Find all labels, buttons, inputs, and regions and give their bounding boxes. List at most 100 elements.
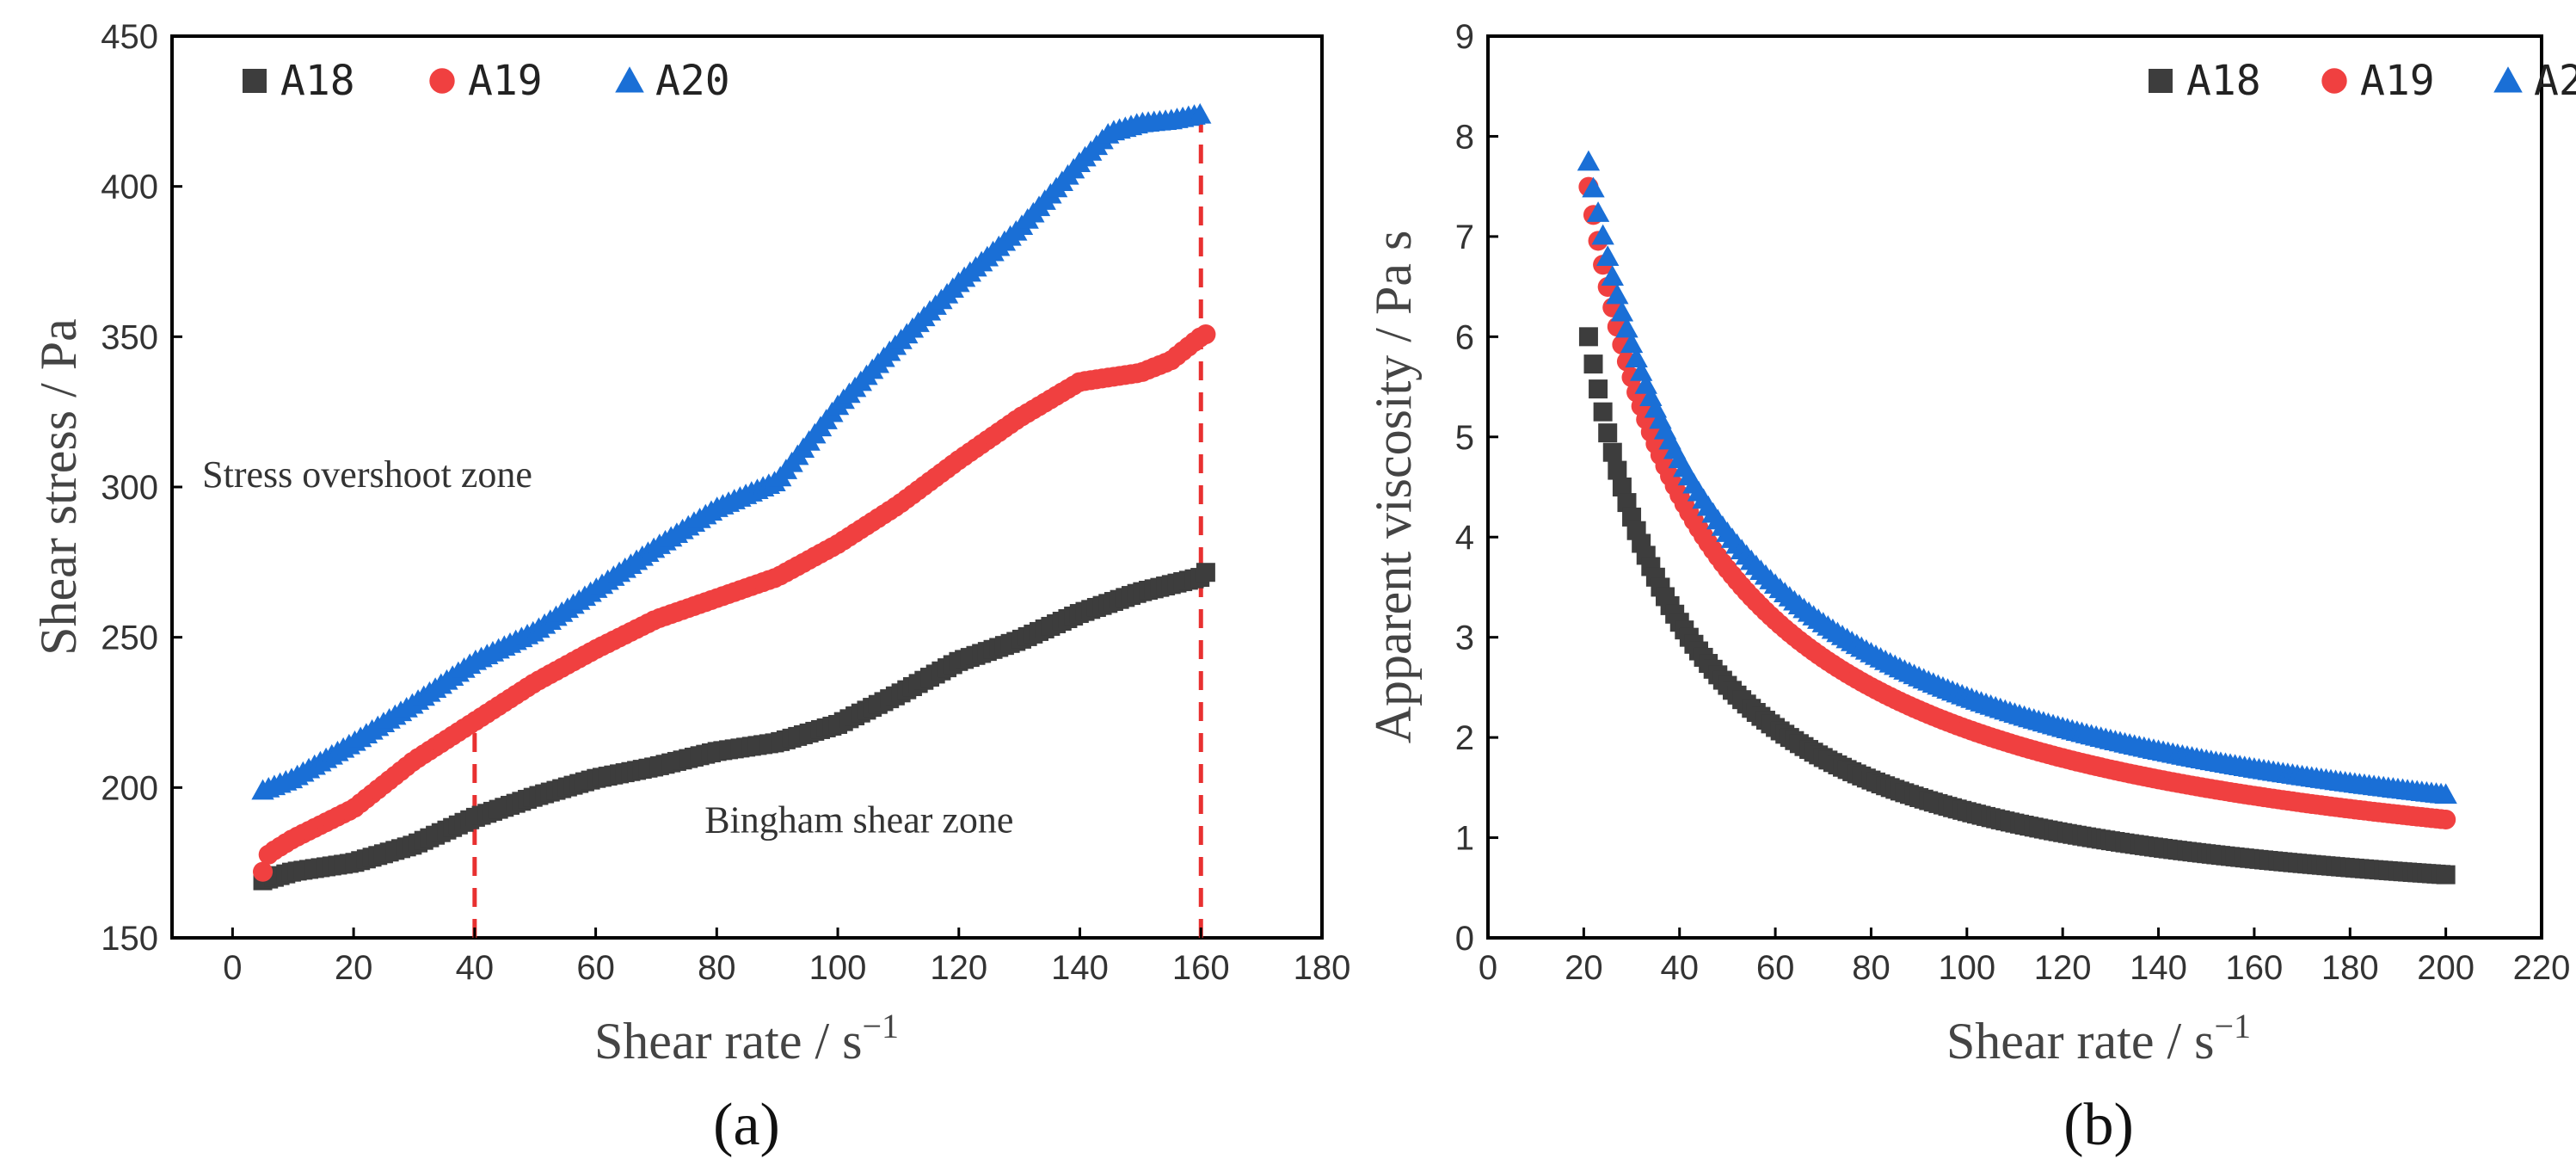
data-point-a18: [1617, 493, 1637, 513]
b-y-tick-label: 3: [1455, 619, 1474, 657]
x-axis-label-b: Shear rate / s−1: [1946, 1007, 2251, 1069]
data-point-a20: [1586, 201, 1610, 222]
a-y-tick-label: 400: [101, 169, 158, 206]
data-point-a20: [1610, 300, 1634, 322]
legend-marker-a18: [243, 69, 267, 93]
data-point-a18: [1608, 460, 1627, 480]
b-y-tick-label: 0: [1455, 920, 1474, 958]
b-y-tick-label: 6: [1455, 318, 1474, 356]
plot-marks-a: [251, 102, 1216, 938]
b-y-tick-label: 5: [1455, 419, 1474, 457]
a-x-tick-label: 160: [1172, 949, 1230, 987]
series-a18: [1578, 327, 2456, 885]
b-y-tick-label: 2: [1455, 719, 1474, 757]
legend-label-a18: A18: [2186, 57, 2261, 105]
legend-label-a19: A19: [468, 57, 543, 105]
a-x-tick-label: 180: [1294, 949, 1351, 987]
b-x-tick-label: 200: [2417, 949, 2475, 987]
plot-frame-b: [1486, 34, 2543, 940]
legend-marker-a19: [429, 68, 455, 94]
legend-marker-a19: [2321, 68, 2347, 94]
a-y-tick-label: 200: [101, 769, 158, 807]
b-x-tick-label: 140: [2130, 949, 2187, 987]
panel-label-a: (a): [713, 1092, 780, 1158]
a-x-tick-label: 100: [809, 949, 867, 987]
data-point-a20: [1577, 150, 1601, 171]
b-y-tick-label: 4: [1455, 519, 1474, 557]
legend-b: A18 A19 A20: [2149, 57, 2576, 105]
legend-label-a20: A20: [2534, 57, 2576, 105]
data-point-a20: [1582, 176, 1605, 198]
legend-label-a18: A18: [280, 57, 355, 105]
a-x-tick-label: 60: [576, 949, 615, 987]
data-point-a18: [1612, 478, 1632, 496]
a-x-tick-label: 40: [456, 949, 495, 987]
b-y-tick-label: 1: [1455, 820, 1474, 858]
a-y-tick-label: 450: [101, 18, 158, 56]
data-point-a19: [2436, 809, 2456, 830]
panel-label-b: (b): [2063, 1092, 2134, 1158]
legend-marker-a18: [2149, 69, 2173, 93]
legend-a: A18 A19 A20: [243, 57, 730, 105]
b-x-tick-label: 40: [1660, 949, 1699, 987]
data-point-a18: [1598, 423, 1618, 443]
legend-label-a19: A19: [2360, 57, 2435, 105]
data-point-a18: [1578, 327, 1598, 347]
data-point-a18: [1602, 442, 1622, 462]
b-x-tick-label: 160: [2226, 949, 2284, 987]
b-x-tick-label: 60: [1756, 949, 1795, 987]
data-point-a20: [1615, 317, 1638, 338]
y-axis-label-a: Shear stress / Pa: [30, 318, 87, 656]
legend-marker-a20: [615, 66, 644, 93]
b-x-tick-label: 100: [1938, 949, 1995, 987]
series-a18: [253, 563, 1215, 891]
a-y-tick-label: 350: [101, 318, 158, 356]
x-axis-label-a: Shear rate / s−1: [594, 1007, 899, 1069]
series-a19: [1578, 176, 2456, 830]
a-y-tick-label: 250: [101, 619, 158, 657]
a-y-tick-label: 150: [101, 920, 158, 958]
a-x-tick-label: 80: [698, 949, 736, 987]
b-x-tick-label: 120: [2034, 949, 2092, 987]
b-y-tick-label: 7: [1455, 219, 1474, 256]
plot-marks-b: [1577, 150, 2457, 885]
a-y-tick-label: 300: [101, 469, 158, 507]
a-x-tick-label: 0: [223, 949, 242, 987]
data-point-a19: [253, 861, 274, 882]
data-point-a20: [1620, 332, 1644, 354]
b-x-tick-label: 180: [2321, 949, 2379, 987]
a-x-tick-label: 140: [1051, 949, 1109, 987]
chart-panel-a: 0 20 40 60 80 100 120 140 160 180 150 200 250 300 350 4…: [30, 18, 1350, 1158]
data-point-a18: [1583, 354, 1603, 374]
a-x-tick-label: 120: [930, 949, 987, 987]
a-x-tick-label: 20: [335, 949, 373, 987]
annotation-bingham-shear-zone: Bingham shear zone: [704, 799, 1013, 841]
series-a19: [253, 324, 1216, 882]
b-y-tick-label: 9: [1455, 18, 1474, 56]
b-x-tick-label: 20: [1565, 949, 1603, 987]
data-point-a19: [1196, 324, 1216, 345]
data-point-a20: [1596, 245, 1620, 267]
data-point-a18: [1196, 563, 1215, 582]
annotation-stress-overshoot-zone: Stress overshoot zone: [202, 453, 532, 496]
axis-ticks-b: 0 20 40 60 80 100 120 140 160 180 200 220 0 1 2 3 4 5 6 7 8 9: [1455, 18, 2571, 987]
data-point-a20: [1601, 265, 1624, 286]
annotations-a: Stress overshoot zone Bingham shear zone: [202, 453, 1013, 841]
series-a20: [1577, 150, 2457, 804]
b-x-tick-label: 80: [1852, 949, 1891, 987]
series-a20: [251, 102, 1212, 800]
b-x-tick-label: 0: [1479, 949, 1497, 987]
data-point-a18: [2436, 865, 2456, 885]
data-point-a20: [1591, 224, 1614, 245]
data-point-a18: [1589, 379, 1608, 399]
b-x-tick-label: 220: [2513, 949, 2571, 987]
legend-marker-a20: [2493, 66, 2523, 93]
data-point-a20: [1606, 283, 1629, 305]
data-point-a20: [1189, 102, 1212, 124]
legend-label-a20: A20: [655, 57, 730, 105]
y-axis-label-b: Apparent viscosity / Pa s: [1365, 231, 1422, 744]
data-point-a20: [2434, 783, 2457, 804]
axis-ticks-a: 0 20 40 60 80 100 120 140 160 180 150 200 250 300 350 4…: [101, 18, 1350, 987]
data-point-a18: [1593, 402, 1613, 422]
